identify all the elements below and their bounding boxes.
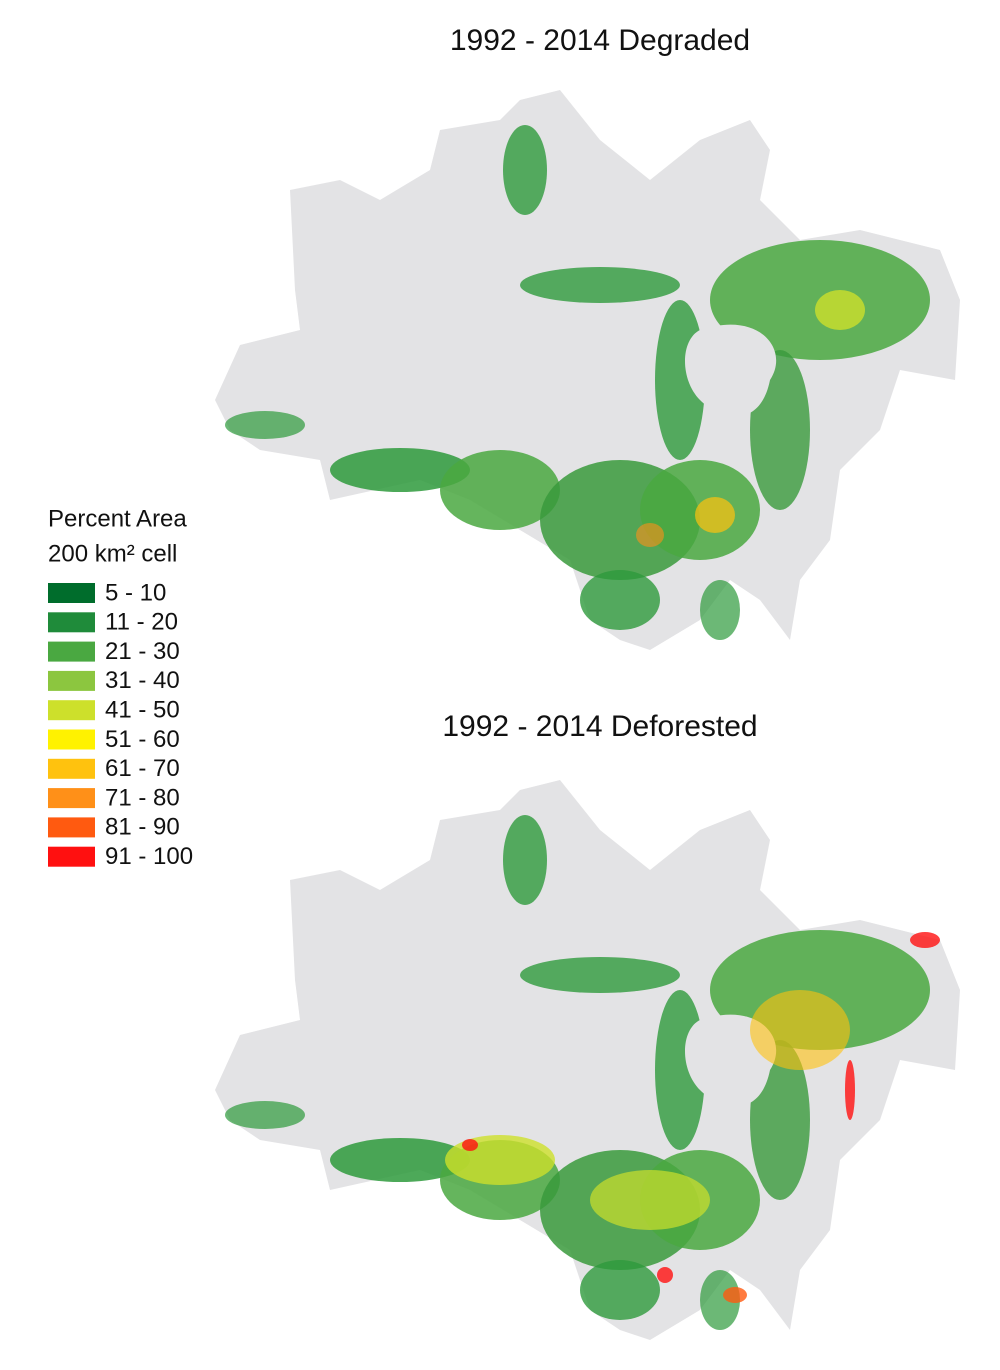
legend-label: 31 - 40 <box>105 667 180 694</box>
legend-swatch <box>48 641 95 662</box>
legend-swatch <box>48 788 95 809</box>
legend-label: 5 - 10 <box>105 579 166 606</box>
legend-label: 21 - 30 <box>105 638 180 665</box>
legend-swatch <box>48 729 95 750</box>
map-title: 1992 - 2014 Degraded <box>450 24 750 57</box>
legend-label: 91 - 100 <box>105 843 193 870</box>
map-title: 1992 - 2014 Deforested <box>442 710 757 743</box>
legend-label: 61 - 70 <box>105 755 180 782</box>
legend-swatch <box>48 583 95 603</box>
legend-swatch <box>48 846 95 867</box>
legend-label: 71 - 80 <box>105 784 180 811</box>
legend-subtitle: 200 km² cell <box>48 540 177 567</box>
legend-swatch <box>48 612 95 633</box>
legend-label: 51 - 60 <box>105 726 180 753</box>
legend-label: 11 - 20 <box>105 609 178 636</box>
legend-swatch <box>48 817 95 838</box>
legend-swatch <box>48 670 95 691</box>
legend-label: 81 - 90 <box>105 814 180 841</box>
map-degraded <box>215 90 960 650</box>
legend-swatch <box>48 700 95 721</box>
legend-label: 41 - 50 <box>105 697 180 724</box>
legend-title: Percent Area <box>48 505 187 532</box>
legend: Percent Area 200 km² cell 5 - 10 11 - 202… <box>48 505 193 870</box>
map-deforested <box>215 780 960 1340</box>
legend-swatch <box>48 758 95 779</box>
